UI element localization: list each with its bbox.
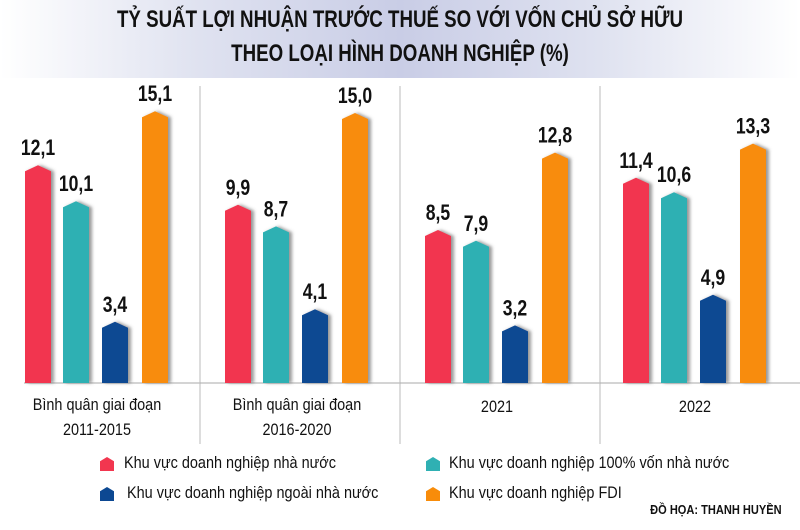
bar [700, 294, 726, 383]
legend-swatch-2 [100, 487, 114, 501]
data-label: 8,5 [426, 201, 450, 225]
category-label: 2021 [481, 398, 513, 416]
graphic-credit: ĐỒ HỌA: THANH HUYỀN [650, 502, 782, 517]
bar [263, 226, 289, 383]
bar [661, 192, 687, 383]
bar [102, 321, 128, 383]
bar [225, 204, 251, 383]
bar [25, 165, 51, 383]
data-label: 3,4 [103, 293, 127, 317]
data-label: 9,9 [226, 176, 250, 200]
bar [63, 201, 89, 383]
data-label: 15,0 [338, 84, 372, 108]
chart-title: TỶ SUẤT LỢI NHUẬN TRƯỚC THUẾ SO VỚI VỐN … [116, 6, 684, 33]
data-label: 10,6 [657, 163, 691, 187]
chart-subtitle: THEO LOẠI HÌNH DOANH NGHIỆP (%) [231, 40, 569, 67]
data-label: 4,1 [303, 280, 327, 304]
legend-swatch-3 [426, 487, 440, 501]
bar-chart: 12,110,1 3,4 15,1 Bình quân giai đoạn 2011-2… [21, 82, 800, 444]
legend-swatch-1 [426, 457, 440, 471]
bar [342, 113, 368, 383]
bar [740, 143, 766, 383]
data-label: 4,9 [701, 266, 725, 290]
bar [502, 325, 528, 383]
data-label: 12,8 [538, 124, 572, 148]
category-label: Bình quân giai đoạn [33, 396, 161, 414]
legend-label-0: Khu vực doanh nghiệp nhà nước [124, 453, 337, 472]
legend-label-1: Khu vực doanh nghiệp 100% vốn nhà nước [449, 453, 730, 472]
category-label: 2011-2015 [63, 421, 131, 439]
bar [142, 111, 168, 383]
data-label: 3,2 [503, 297, 527, 321]
data-label: 7,9 [464, 212, 488, 236]
title-band [0, 0, 800, 78]
legend-label-3: Khu vực doanh nghiệp FDI [449, 483, 622, 502]
data-label: 11,4 [619, 149, 652, 173]
category-label: 2016-2020 [262, 421, 331, 439]
bar [542, 152, 568, 383]
bar [302, 309, 328, 383]
data-label: 10,1 [59, 172, 93, 196]
category-label: 2022 [679, 398, 711, 416]
legend-label-2: Khu vực doanh nghiệp ngoài nhà nước [127, 483, 379, 502]
data-label: 13,3 [736, 115, 770, 139]
bar [425, 230, 451, 383]
data-label: 8,7 [264, 198, 288, 222]
category-label: Bình quân giai đoạn [233, 396, 361, 414]
legend-swatch-0 [100, 457, 114, 471]
bar [623, 177, 649, 383]
data-label: 15,1 [138, 82, 172, 106]
data-label: 12,1 [21, 136, 55, 160]
bar [463, 240, 489, 383]
